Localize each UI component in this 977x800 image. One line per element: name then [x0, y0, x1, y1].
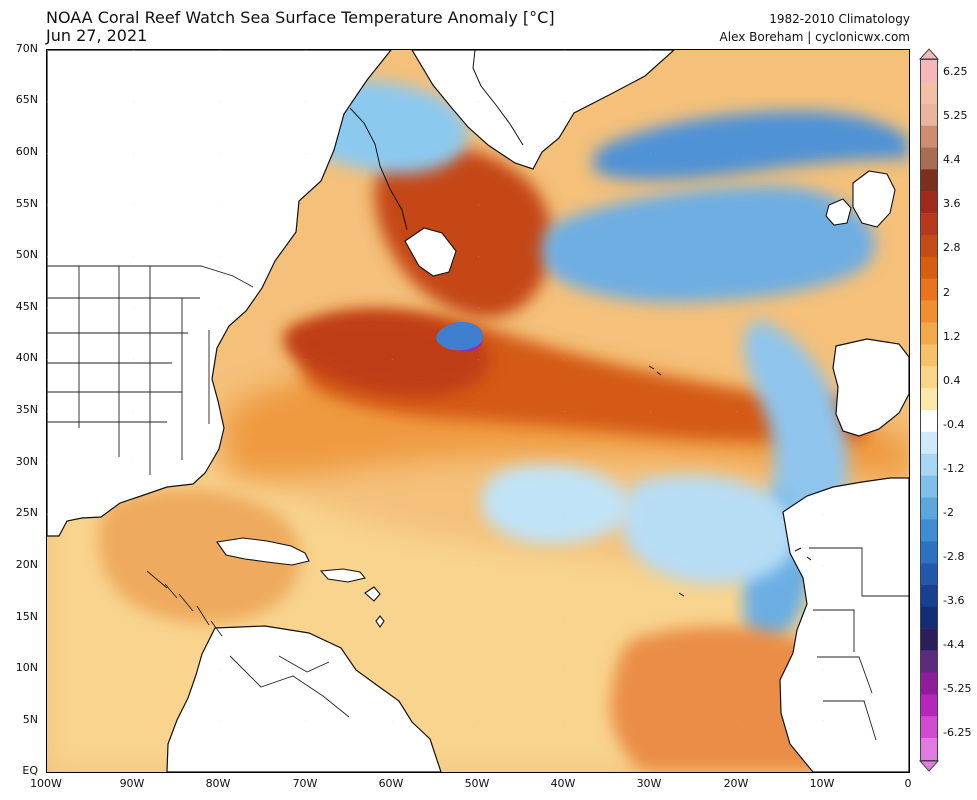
longitude-label-0: 0	[904, 777, 912, 790]
colorbar-band	[921, 278, 937, 301]
sst-anomaly-map	[47, 50, 909, 772]
colorbar-label-2-8-top: 2.8	[943, 241, 961, 254]
colorbar-band	[921, 60, 937, 83]
colorbar-band	[921, 738, 937, 761]
colorbar-label-4-4-top: 4.4	[943, 153, 961, 166]
colorbar-label-neg-1-2: -1.2	[943, 462, 965, 475]
colorbar-band	[921, 519, 937, 542]
colorbar-band	[921, 716, 937, 739]
longitude-label-40w: 40W	[550, 777, 576, 790]
longitude-label-30w: 30W	[636, 777, 662, 790]
colorbar-band	[921, 694, 937, 717]
latitude-label-50n: 50N	[15, 248, 38, 261]
latitude-label-30n: 30N	[15, 455, 38, 468]
latitude-label-70n: 70N	[15, 42, 38, 55]
colorbar-label-neg-5-25: -5.25	[943, 682, 972, 695]
colorbar-band	[921, 147, 937, 170]
longitude-label-60w: 60W	[378, 777, 404, 790]
colorbar-band	[921, 213, 937, 236]
latitude-label-eq: EQ	[22, 764, 38, 777]
title-block: NOAA Coral Reef Watch Sea Surface Temper…	[46, 8, 666, 48]
colorbar-bottom-cap	[918, 760, 940, 772]
colorbar-band	[921, 563, 937, 586]
colorbar-band	[921, 650, 937, 673]
latitude-label-65n: 65N	[15, 93, 38, 106]
colorbar-label-neg-6-25: -6.25	[943, 726, 972, 739]
colorbar-band	[921, 541, 937, 564]
colorbar-label-5-25-top: 5.25	[943, 109, 968, 122]
latitude-label-40n: 40N	[15, 351, 38, 364]
colorbar-band	[921, 81, 937, 104]
colorbar-label-neg-4-4: -4.4	[943, 638, 965, 651]
title-metadata: 1982-2010 Climatology Alex Boreham | cyc…	[650, 10, 910, 46]
colorbar-band	[921, 322, 937, 345]
longitude-label-50w: 50W	[464, 777, 490, 790]
colorbar-band	[921, 431, 937, 454]
latitude-label-5n: 5N	[22, 713, 38, 726]
latitude-label-15n: 15N	[15, 610, 38, 623]
latitude-label-55n: 55N	[15, 197, 38, 210]
colorbar-label-1-2-top: 1.2	[943, 330, 961, 343]
colorbar-band	[921, 125, 937, 148]
colorbar-band	[921, 344, 937, 367]
latitude-label-60n: 60N	[15, 145, 38, 158]
attribution-label: Alex Boreham | cyclonicwx.com	[719, 30, 910, 44]
colorbar-top-cap	[918, 48, 940, 60]
colorbar-band	[921, 191, 937, 214]
latitude-label-10n: 10N	[15, 661, 38, 674]
colorbar-band	[921, 453, 937, 476]
colorbar-label-3-6-top: 3.6	[943, 197, 961, 210]
colorbar-band	[921, 497, 937, 520]
colorbar-label-6-25-top: 6.25	[943, 65, 968, 78]
climatology-label: 1982-2010 Climatology	[769, 12, 910, 26]
latitude-label-35n: 35N	[15, 403, 38, 416]
colorbar-label-neg-3-6: -3.6	[943, 594, 965, 607]
colorbar-band	[921, 169, 937, 192]
colorbar-label-0-4-top: 0.4	[943, 374, 961, 387]
colorbar-band	[921, 366, 937, 389]
map-gridlines	[47, 50, 909, 772]
longitude-label-70w: 70W	[292, 777, 318, 790]
colorbar-band	[921, 103, 937, 126]
longitude-label-10w: 10W	[809, 777, 835, 790]
colorbar-band	[921, 475, 937, 498]
colorbar-band	[921, 256, 937, 279]
map-title: NOAA Coral Reef Watch Sea Surface Temper…	[46, 8, 555, 27]
latitude-label-20n: 20N	[15, 558, 38, 571]
longitude-label-80w: 80W	[205, 777, 231, 790]
longitude-label-100w: 100W	[30, 777, 62, 790]
colorbar-band	[921, 606, 937, 629]
colorbar-label-neg-2: -2	[943, 506, 954, 519]
latitude-label-45n: 45N	[15, 300, 38, 313]
colorbar-label-2-top: 2	[943, 286, 950, 299]
map-panel	[46, 49, 910, 773]
colorbar-band	[921, 672, 937, 695]
colorbar-band	[921, 235, 937, 258]
colorbar-band	[921, 388, 937, 411]
colorbar-label-neg-0-4: -0.4	[943, 418, 965, 431]
colorbar-graphic	[918, 48, 940, 772]
colorbar-bands	[921, 60, 937, 761]
colorbar-band	[921, 300, 937, 323]
colorbar-band	[921, 628, 937, 651]
latitude-label-25n: 25N	[15, 506, 38, 519]
map-date: Jun 27, 2021	[46, 26, 148, 45]
colorbar-band	[921, 585, 937, 608]
longitude-label-20w: 20W	[723, 777, 749, 790]
longitude-label-90w: 90W	[119, 777, 145, 790]
colorbar	[918, 48, 940, 772]
colorbar-label-neg-2-8: -2.8	[943, 550, 965, 563]
colorbar-labels: 6.25 5.25 4.4 3.6 2.8 2 1.2 0.4 -0.4 -1.…	[939, 49, 977, 771]
colorbar-band	[921, 410, 937, 433]
